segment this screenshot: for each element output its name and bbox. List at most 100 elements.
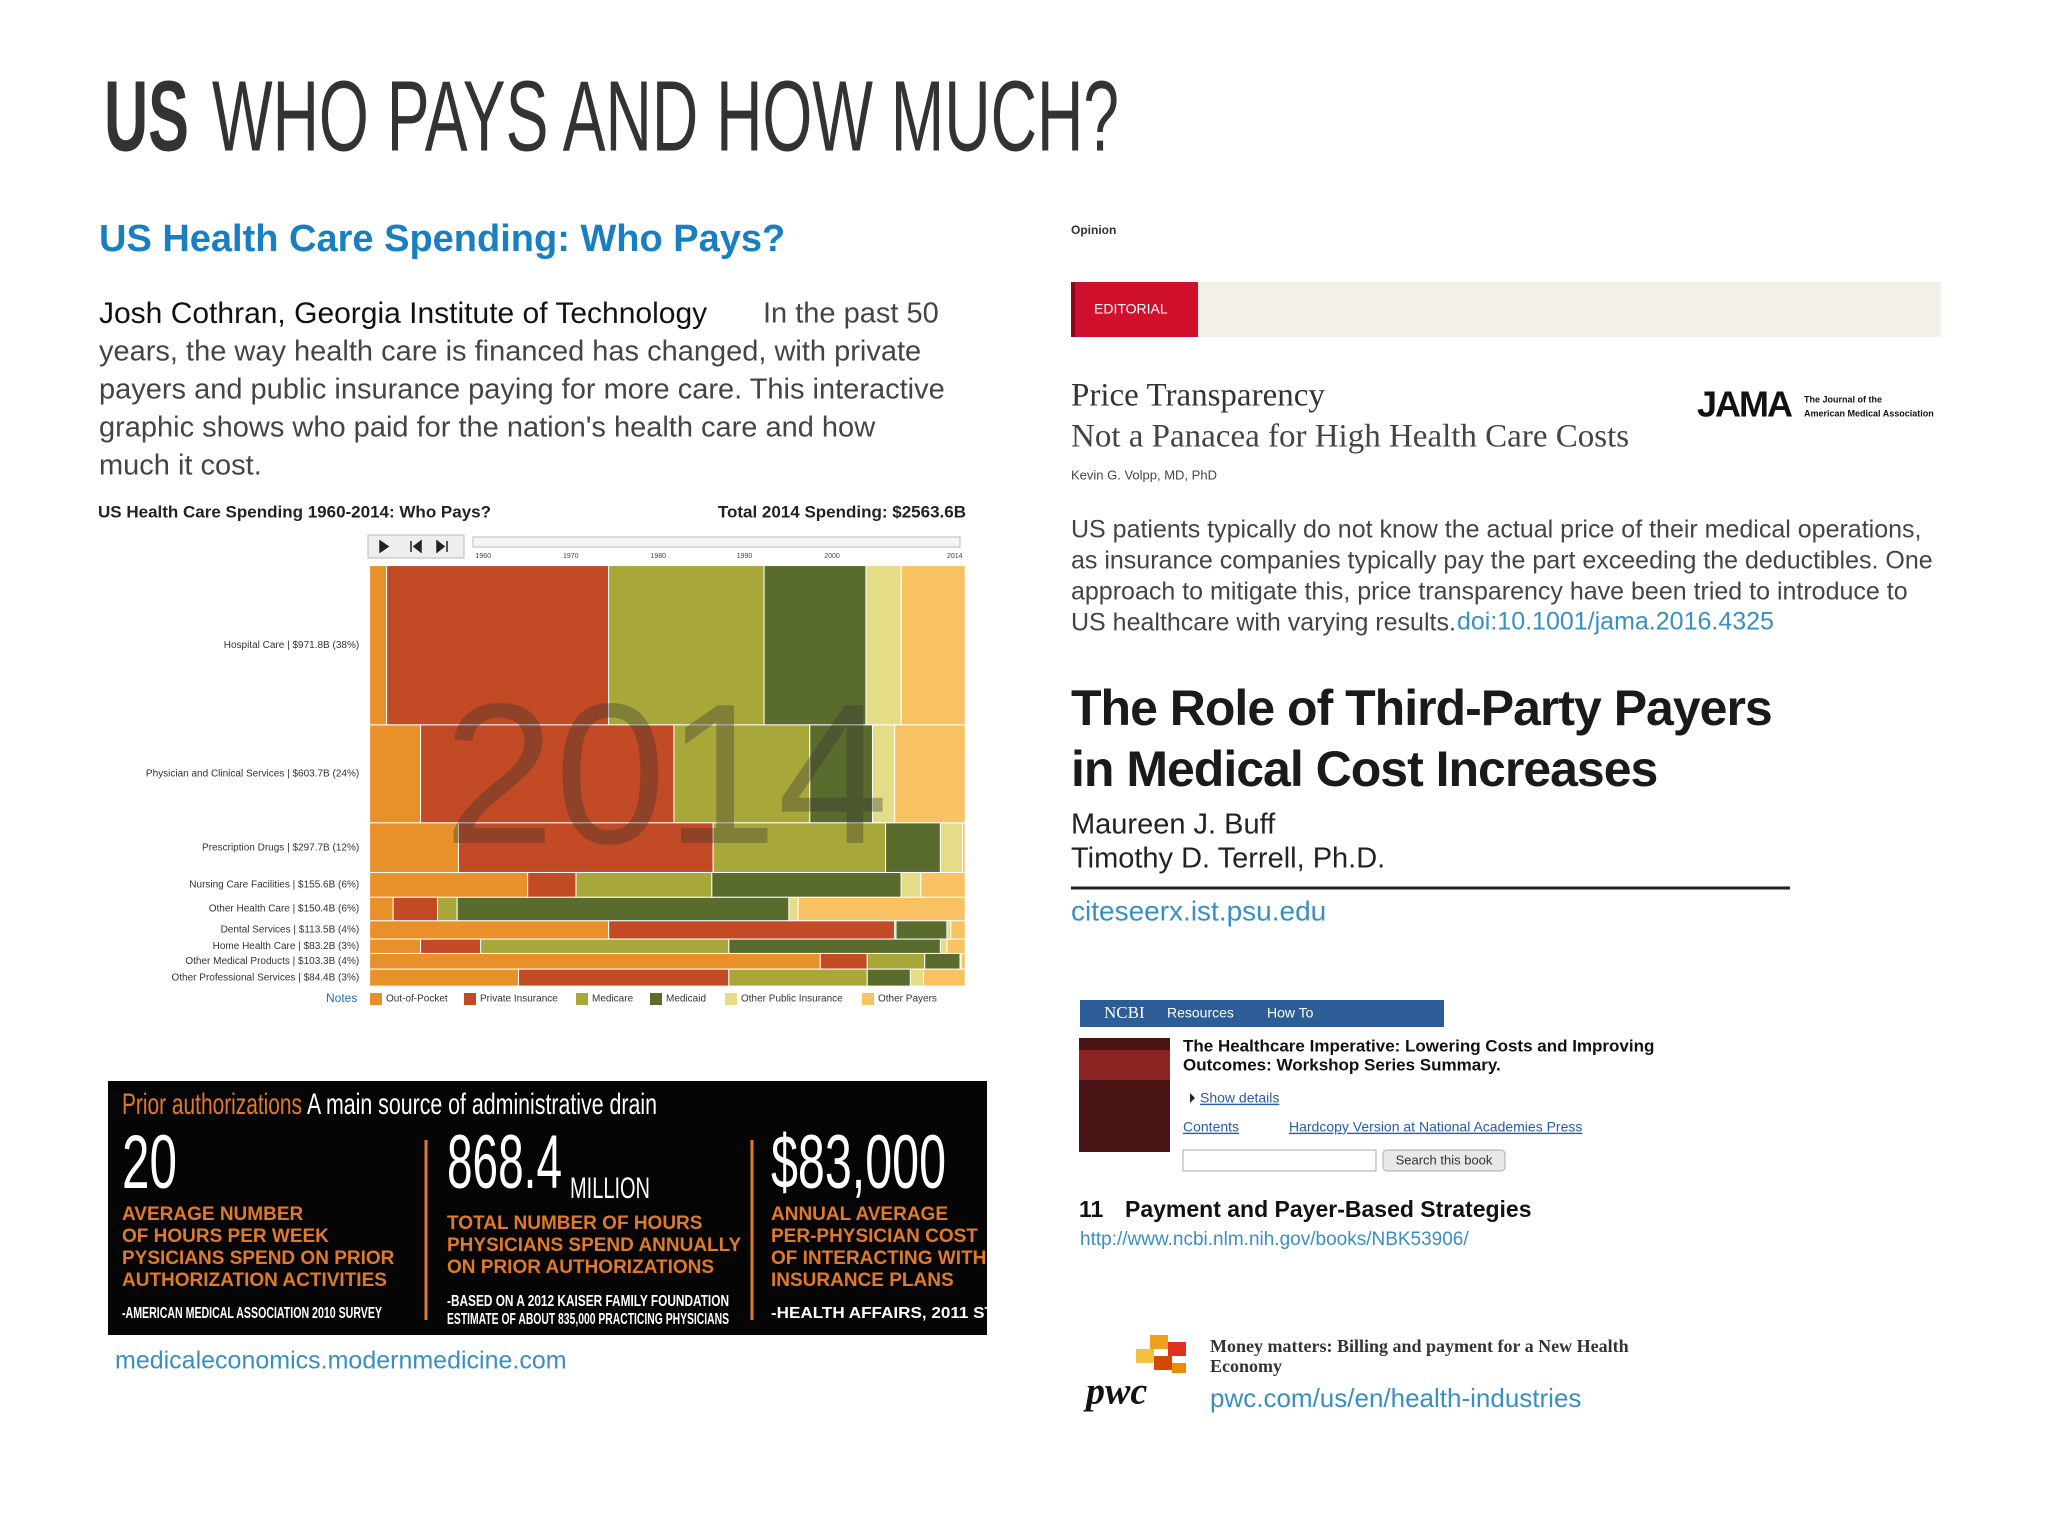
legend-swatch xyxy=(650,993,662,1005)
stat-line: OF INTERACTING WITH xyxy=(771,1248,986,1269)
stat-line: ON PRIOR AUTHORIZATIONS xyxy=(447,1257,714,1278)
treemap-row-label: Physician and Clinical Services | $603.7… xyxy=(146,769,359,780)
treemap-title: US Health Care Spending 1960-2014: Who P… xyxy=(98,502,491,521)
pwc-logo-block xyxy=(1150,1335,1168,1349)
timeline-year: 1990 xyxy=(737,553,753,560)
pwc-logo-block xyxy=(1172,1363,1186,1373)
stat-line: ANNUAL AVERAGE xyxy=(771,1204,948,1225)
legend-label: Other Public Insurance xyxy=(741,994,843,1005)
ncbi-url[interactable]: http://www.ncbi.nlm.nih.gov/books/NBK539… xyxy=(1080,1229,1469,1250)
treemap-cell xyxy=(797,896,966,922)
contents[interactable]: Contents xyxy=(1183,1119,1239,1135)
treemap-cell xyxy=(608,920,896,940)
editorial-bar xyxy=(1071,282,1941,337)
jama-logo-sub: American Medical Association xyxy=(1804,408,1934,418)
treemap-cell xyxy=(894,724,966,824)
search-button-label: Search this book xyxy=(1396,1152,1493,1167)
summary: US patients typically do not know the ac… xyxy=(1071,516,1933,637)
treemap-cell xyxy=(437,896,458,922)
treemap-cell xyxy=(392,896,439,922)
ncbi-menu[interactable]: How To xyxy=(1267,1005,1314,1021)
ncbi-bar xyxy=(1080,1000,1444,1027)
intro-line: graphic shows who paid for the nation's … xyxy=(99,412,876,444)
treemap-cell xyxy=(673,724,811,824)
treemap-cell xyxy=(895,920,948,940)
legend-label: Out-of-Pocket xyxy=(386,994,448,1005)
pwc-link[interactable]: pwc.com/us/en/health-industries xyxy=(1210,1383,1581,1413)
ncbi-menu[interactable]: Resources xyxy=(1167,1005,1234,1021)
treemap-cell xyxy=(924,952,961,970)
jama-logo: JAMA xyxy=(1697,384,1793,425)
paper-author: Maureen J. Buff xyxy=(1071,809,1276,841)
jama-logo-sub: The Journal of the xyxy=(1804,394,1882,404)
legend-label: Medicare xyxy=(592,994,634,1005)
treemap-cell xyxy=(480,938,730,954)
book-title: The Healthcare Imperative: Lowering Cost… xyxy=(1183,1036,1654,1055)
treemap-cell xyxy=(369,896,394,922)
paper-title: The Role of Third-Party Payers xyxy=(1071,680,1772,736)
infographic-link[interactable]: medicaleconomics.modernmedicine.com xyxy=(115,1347,567,1375)
treemap-cell xyxy=(866,952,926,970)
stat-line: INSURANCE PLANS xyxy=(771,1270,954,1291)
treemap-cell xyxy=(369,724,422,824)
stat-line: PYSICIANS SPEND ON PRIOR xyxy=(122,1248,395,1269)
info-title-accent: Prior authorizations xyxy=(122,1088,302,1121)
treemap-cell xyxy=(420,724,675,824)
timeline-year: 1970 xyxy=(563,553,579,560)
intro: In the past 50 years, the way health care… xyxy=(99,298,945,482)
legend-swatch xyxy=(464,993,476,1005)
ncbi-logo: NCBI xyxy=(1104,1003,1145,1022)
treemap-cell xyxy=(527,871,577,898)
jama-author: Kevin G. Volpp, MD, PhD xyxy=(1071,467,1217,482)
treemap-row-label: Other Medical Products | $103.3B (4%) xyxy=(185,956,359,967)
timeline-year: 1960 xyxy=(475,553,491,560)
pwc-logo-block xyxy=(1168,1342,1186,1356)
jama-section: Opinion xyxy=(1071,223,1116,237)
treemap-cell xyxy=(369,565,388,726)
stat-figure: 20 xyxy=(122,1120,177,1205)
pwc-title: Economy xyxy=(1210,1356,1282,1376)
treemap-cell xyxy=(369,822,459,873)
treemap-cell xyxy=(369,871,529,898)
summary-line: as insurance companies typically pay the… xyxy=(1071,547,1933,575)
treemap-cell xyxy=(920,871,966,898)
title-rest: WHO PAYS AND HOW MUCH? xyxy=(212,60,1119,172)
title-bold: US xyxy=(104,60,189,172)
treemap-row-label: Other Health Care | $150.4B (6%) xyxy=(209,904,359,915)
stat-line: TOTAL NUMBER OF HOURS xyxy=(447,1213,702,1234)
stat-line: PER-PHYSICIAN COST xyxy=(771,1226,978,1247)
legend-label: Private Insurance xyxy=(480,994,558,1005)
doi-link[interactable]: doi:10.1001/jama.2016.4325 xyxy=(1457,608,1774,636)
search-input[interactable] xyxy=(1182,1149,1377,1172)
treemap-cell xyxy=(960,952,966,970)
treemap-cell xyxy=(369,920,610,940)
editorial-tag: EDITORIAL xyxy=(1094,301,1168,317)
treemap: US Health Care Spending 1960-2014: Who P… xyxy=(98,502,966,1005)
editorial-tag-bg xyxy=(1071,282,1198,337)
treemap-cell xyxy=(866,968,911,987)
stat-figure: 868.4 xyxy=(447,1120,562,1205)
show-details[interactable]: Show details xyxy=(1200,1090,1279,1106)
treemap-row-label: Prescription Drugs | $297.7B (12%) xyxy=(202,842,359,853)
treemap-cell xyxy=(962,822,966,873)
hardcopy-link[interactable]: Hardcopy Version at National Academies P… xyxy=(1289,1119,1582,1135)
stat-line: AUTHORIZATION ACTIVITIES xyxy=(122,1270,387,1291)
timeline[interactable] xyxy=(472,536,961,548)
treemap-cell xyxy=(420,938,482,954)
notes-link[interactable]: Notes xyxy=(326,991,357,1005)
stat-line: AVERAGE NUMBER xyxy=(122,1204,303,1225)
treemap-row-label: Nursing Care Facilities | $155.6B (6%) xyxy=(189,880,359,891)
intro-line: payers and public insurance paying for m… xyxy=(99,374,945,406)
intro-line: years, the way health care is financed h… xyxy=(99,336,921,368)
search-button[interactable] xyxy=(1382,1149,1506,1172)
treemap-row-label: Hospital Care | $971.8B (38%) xyxy=(224,640,359,651)
pwc-title: Money matters: Billing and payment for a… xyxy=(1210,1336,1629,1356)
legend-swatch xyxy=(862,993,874,1005)
treemap-row-label: Home Health Care | $83.2B (3%) xyxy=(213,941,360,952)
paper-link[interactable]: citeseerx.ist.psu.edu xyxy=(1071,895,1326,926)
chapter-title: Payment and Payer-Based Strategies xyxy=(1125,1196,1532,1222)
treemap-watermark: 2014 xyxy=(444,663,889,886)
intro-line: In the past 50 xyxy=(763,298,939,330)
